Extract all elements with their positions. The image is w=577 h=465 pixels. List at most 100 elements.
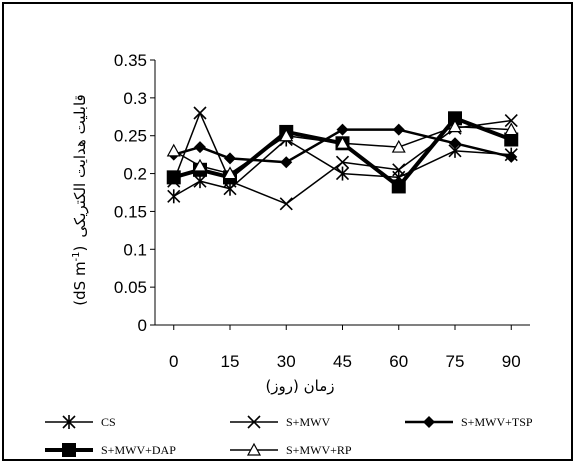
marker-x bbox=[279, 197, 293, 211]
marker-x bbox=[504, 114, 518, 128]
series-line bbox=[173, 138, 512, 197]
marker-shape bbox=[504, 132, 519, 147]
x-tick-label: 0 bbox=[169, 352, 178, 371]
marker-triangle bbox=[222, 166, 238, 180]
y-axis-label-sup: -1 bbox=[71, 251, 82, 261]
legend-label: CS bbox=[101, 415, 116, 429]
y-axis: 0 0.05 0.1 0.15 0.2 0.25 0.3 0.35 bbox=[114, 51, 156, 335]
marker-triangle bbox=[192, 158, 208, 172]
marker-square bbox=[504, 132, 519, 147]
marker-triangle bbox=[335, 136, 350, 149]
marker-triangle bbox=[391, 139, 406, 153]
x-tick-label: 45 bbox=[333, 352, 352, 371]
legend: CS S+MWV S+MWV+TSP S+MWV+DAP S+MWV+RP bbox=[45, 415, 533, 457]
series-s-mwv-rp bbox=[166, 119, 519, 180]
y-tick-label: 0.35 bbox=[114, 51, 147, 70]
y-tick-label: 0.3 bbox=[123, 89, 147, 108]
series-layer bbox=[166, 106, 519, 211]
y-tick-label: 0 bbox=[138, 316, 147, 335]
marker-shape bbox=[335, 136, 350, 149]
x-axis: 0 15 30 45 60 75 90 bbox=[155, 324, 530, 371]
marker-diamond bbox=[423, 416, 435, 428]
x-tick-label: 30 bbox=[277, 352, 296, 371]
series-line bbox=[173, 128, 512, 164]
marker-stroke bbox=[392, 163, 406, 177]
marker-stroke bbox=[504, 114, 518, 128]
marker-shape bbox=[447, 119, 463, 133]
marker-x bbox=[193, 106, 207, 120]
chart-frame bbox=[2, 2, 573, 461]
y-tick-label: 0.15 bbox=[114, 202, 147, 221]
marker-shape bbox=[391, 139, 406, 153]
x-tick-label: 15 bbox=[221, 352, 240, 371]
y-tick-label: 0.05 bbox=[114, 278, 147, 297]
marker-diamond bbox=[449, 137, 461, 150]
marker-x bbox=[247, 415, 261, 429]
y-tick-label: 0.2 bbox=[123, 165, 147, 184]
marker-shape bbox=[246, 442, 262, 456]
marker-shape bbox=[224, 152, 236, 165]
x-tick-label: 90 bbox=[502, 352, 521, 371]
marker-diamond bbox=[194, 141, 206, 154]
x-tick-label: 60 bbox=[389, 352, 408, 371]
marker-shape bbox=[336, 123, 349, 136]
marker-shape bbox=[448, 111, 462, 126]
marker-triangle bbox=[279, 128, 294, 142]
series-line bbox=[173, 125, 512, 175]
legend-label: S+MWV+DAP bbox=[101, 443, 176, 457]
marker-x bbox=[392, 163, 406, 177]
y-axis-label-text: قابلیت هدایت الکتریکی bbox=[71, 94, 89, 237]
y-axis-label-close: ) bbox=[71, 246, 89, 252]
marker-triangle bbox=[447, 119, 463, 133]
marker-shape bbox=[166, 170, 181, 185]
marker-stroke bbox=[247, 415, 261, 429]
marker-x bbox=[335, 155, 350, 169]
legend-item: S+MWV bbox=[230, 415, 330, 429]
marker-shape bbox=[194, 141, 206, 154]
marker-asterisk bbox=[62, 415, 76, 429]
marker-shape bbox=[279, 128, 294, 142]
marker-shape bbox=[423, 416, 435, 428]
legend-item: S+MWV+TSP bbox=[405, 415, 533, 429]
marker-square bbox=[62, 443, 76, 457]
legend-label: S+MWV+RP bbox=[286, 443, 352, 457]
marker-shape bbox=[504, 122, 519, 136]
x-tick-label: 75 bbox=[446, 352, 465, 371]
marker-asterisk bbox=[167, 189, 181, 204]
x-axis-label: زمان (روز) bbox=[265, 377, 334, 395]
marker-shape bbox=[192, 158, 208, 172]
y-tick-label: 0.1 bbox=[123, 240, 147, 259]
marker-triangle bbox=[166, 143, 181, 157]
marker-stroke bbox=[279, 197, 293, 211]
marker-diamond bbox=[505, 150, 518, 163]
marker-stroke bbox=[193, 106, 207, 120]
marker-shape bbox=[505, 150, 518, 163]
marker-shape bbox=[391, 179, 406, 194]
legend-item: S+MWV+RP bbox=[230, 442, 352, 457]
marker-diamond bbox=[224, 152, 236, 165]
marker-shape bbox=[392, 123, 405, 136]
marker-asterisk bbox=[335, 166, 350, 181]
marker-shape bbox=[280, 156, 293, 169]
marker-triangle bbox=[504, 122, 519, 136]
y-axis-label: (dS m-1) قابلیت هدایت الکتریکی bbox=[71, 94, 89, 305]
legend-label: S+MWV bbox=[286, 415, 330, 429]
legend-item: CS bbox=[45, 415, 116, 429]
marker-square bbox=[448, 111, 462, 126]
legend-label: S+MWV+TSP bbox=[461, 415, 533, 429]
marker-diamond bbox=[280, 156, 293, 169]
marker-stroke bbox=[335, 155, 350, 169]
y-axis-label-unit: (dS m bbox=[71, 261, 89, 305]
marker-triangle bbox=[246, 442, 262, 456]
marker-shape bbox=[62, 443, 76, 457]
marker-shape bbox=[449, 137, 461, 150]
marker-shape bbox=[166, 143, 181, 157]
marker-shape bbox=[222, 166, 238, 180]
legend-item: S+MWV+DAP bbox=[45, 443, 176, 457]
series-s-mwv-dap bbox=[166, 111, 519, 194]
series-line bbox=[173, 112, 512, 205]
marker-diamond bbox=[392, 123, 405, 136]
marker-square bbox=[391, 179, 406, 194]
y-tick-label: 0.25 bbox=[114, 127, 147, 146]
